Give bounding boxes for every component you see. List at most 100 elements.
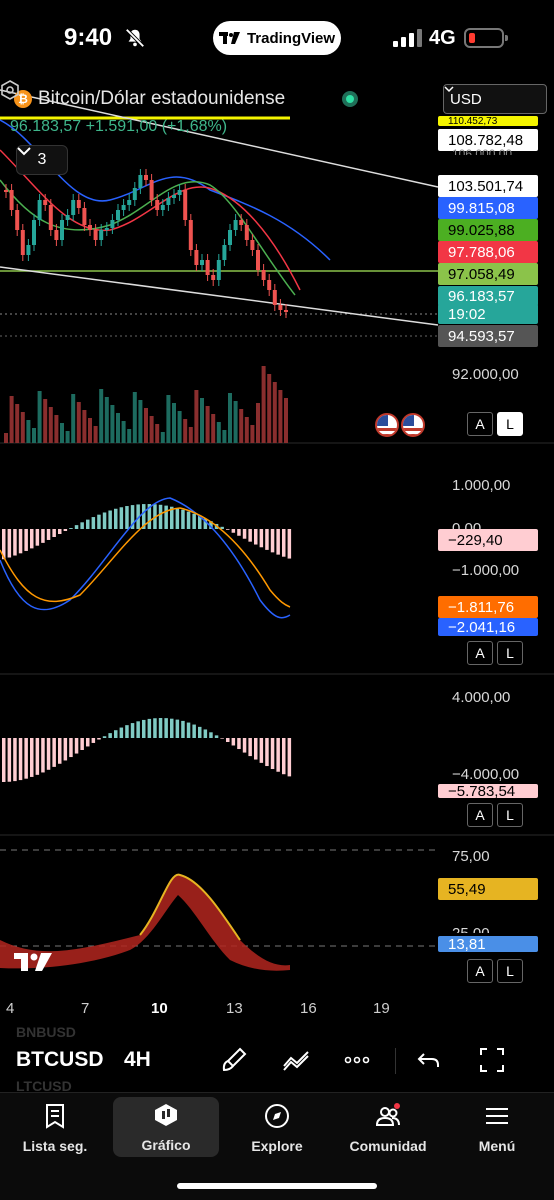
volume-bar [15, 404, 20, 443]
nav-menu[interactable]: Menú [452, 1093, 542, 1163]
us-flag-event-icon[interactable] [401, 413, 425, 437]
chart-area[interactable]: ₿ Bitcoin/Dólar estadounidense 96.183,57… [0, 80, 554, 1030]
macd-hist-bar [2, 529, 6, 560]
chart-settings-icon[interactable] [0, 80, 20, 100]
osc2-hist-bar [209, 732, 213, 738]
volume-bar [76, 402, 81, 443]
macd-hist-bar [108, 510, 112, 529]
symbol-button[interactable]: BTCUSD [16, 1048, 104, 1071]
nav-chart[interactable]: Gráfico [113, 1097, 219, 1157]
time-label: 4 [6, 1000, 15, 1017]
volume-bar [216, 422, 221, 443]
candle-body [172, 195, 176, 198]
osc2-axis-label: −4.000,00 [452, 766, 520, 783]
macd-hist-bar [158, 504, 163, 529]
macd-hist-bar [192, 513, 196, 529]
osc2-value-tag: −5.783,54 [438, 784, 538, 798]
indicators-toggle[interactable]: 3 [16, 145, 68, 175]
tradingview-pill[interactable]: TradingView [213, 21, 341, 55]
osc2-hist-bar [158, 718, 163, 738]
nav-label: Gráfico [141, 1137, 191, 1153]
brush-draw-icon[interactable] [218, 1044, 250, 1076]
volume-bar [166, 395, 171, 443]
compass-icon [265, 1104, 289, 1128]
candle-body [37, 200, 42, 220]
osc2-hist-bar [142, 719, 146, 738]
log-scale-button[interactable]: L [497, 412, 523, 436]
chevron-down-icon [17, 147, 31, 156]
volume-bar [99, 389, 104, 443]
candle-body [155, 200, 160, 210]
osc2-hist-bar [80, 738, 84, 750]
candle-body [138, 175, 143, 188]
auto-scale-button[interactable]: A [467, 959, 493, 983]
currency-select[interactable]: USD [443, 84, 547, 114]
macd-hist-bar [276, 529, 280, 555]
us-flag-event-icon[interactable] [375, 413, 399, 437]
watchlist-icon [46, 1104, 64, 1129]
symbol-title: Bitcoin/Dólar estadounidense [38, 88, 286, 109]
log-scale-button[interactable]: L [497, 641, 523, 665]
volume-bar [205, 406, 210, 443]
candle-body [43, 200, 48, 205]
volume-bar [256, 403, 260, 443]
volume-bar [200, 398, 204, 443]
candle-body [82, 208, 87, 225]
macd-hist-bar [35, 529, 40, 546]
volume-bar [144, 408, 148, 443]
undo-icon[interactable] [414, 1044, 446, 1076]
nav-community[interactable]: Comunidad [338, 1093, 438, 1163]
nav-label: Lista seg. [22, 1138, 88, 1154]
osc2-hist-bar [30, 738, 34, 777]
time-label: 13 [226, 1000, 243, 1017]
trend-tools-icon[interactable] [280, 1044, 312, 1076]
candle-body [116, 210, 120, 220]
volume-bar [20, 412, 25, 443]
fullscreen-icon[interactable] [476, 1044, 508, 1076]
volume-bar [132, 392, 137, 443]
auto-scale-button[interactable]: A [467, 641, 493, 665]
volume-bar [93, 426, 98, 443]
battery-icon [464, 28, 508, 48]
ghost-symbol: LTCUSD [16, 1078, 72, 1094]
candle-body [99, 230, 104, 240]
macd-hist-bar [74, 525, 79, 529]
candle-body [65, 215, 70, 220]
nav-watchlist[interactable]: Lista seg. [10, 1093, 100, 1163]
osc2-hist-bar [58, 738, 62, 764]
osc2-hist-bar [276, 738, 280, 772]
volume-bar [88, 418, 92, 443]
osc2-hist-bar [287, 738, 292, 777]
macd-hist-bar [226, 529, 230, 530]
macd-hist-bar [30, 529, 34, 549]
auto-scale-button[interactable]: A [467, 803, 493, 827]
osc2-hist-bar [248, 738, 252, 757]
volume-bar [71, 394, 76, 443]
macd-hist-bar [231, 529, 236, 533]
time-label: 10 [151, 1000, 168, 1017]
symbol-legend[interactable]: ₿ Bitcoin/Dólar estadounidense [14, 88, 285, 110]
macd-hist-bar [52, 529, 56, 537]
macd-hist-bar [63, 529, 68, 532]
volume-bar [211, 414, 216, 443]
countdown-tag: 19:02 [438, 304, 538, 324]
macd-hist-bar [13, 529, 17, 556]
log-scale-button[interactable]: L [497, 959, 523, 983]
chart-canvas[interactable] [0, 80, 554, 1030]
time-axis[interactable]: 4 7 10 13 16 19 [0, 1000, 554, 1024]
macd-hist-bar [198, 516, 202, 529]
osc2-hist-bar [136, 721, 140, 738]
osc2-hist-bar [125, 725, 129, 738]
timeframe-button[interactable]: 4H [124, 1048, 151, 1071]
osc2-hist-bar [41, 738, 45, 773]
more-dots-icon[interactable] [341, 1044, 373, 1076]
auto-scale-button[interactable]: A [467, 412, 493, 436]
log-scale-button[interactable]: L [497, 803, 523, 827]
osc2-hist-bar [74, 738, 79, 754]
macd-hist-bar [24, 529, 28, 551]
macd-axis-label: 1.000,00 [452, 477, 511, 494]
nav-explore[interactable]: Explore [232, 1093, 322, 1163]
osc2-hist-bar [63, 738, 68, 761]
nav-label: Menú [478, 1138, 516, 1154]
osc2-hist-bar [114, 730, 118, 738]
